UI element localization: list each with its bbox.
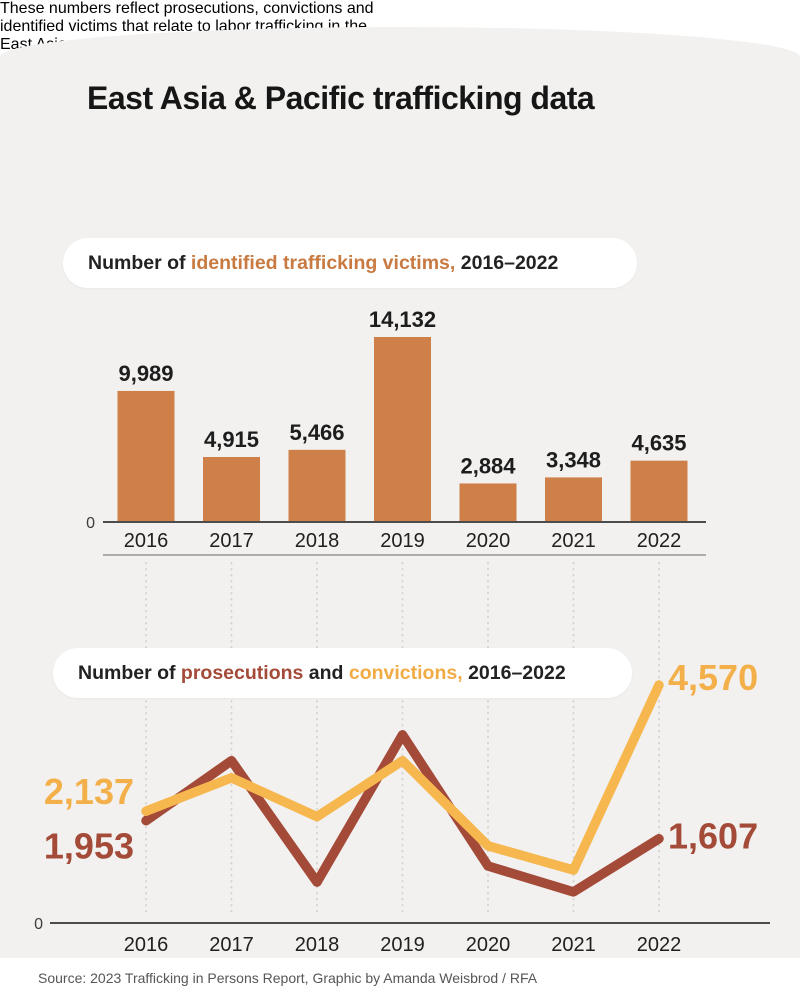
bar-value-label-2020: 2,884 [460,453,516,478]
bar-value-label-2017: 4,915 [204,427,259,452]
line-chart-title-pill: Number of prosecutions and convictions, … [53,648,632,698]
bar-2020 [459,483,517,521]
bar-2021 [545,477,602,521]
footer-band: Source: 2023 Trafficking in Persons Repo… [0,958,800,1000]
bar-2019 [374,337,431,521]
line-title-prefix: Number of [78,661,181,684]
line-x-label-2018: 2018 [295,934,340,956]
line-title-prosecutions: prosecutions [180,661,304,684]
bar-x-label-2021: 2021 [551,530,596,552]
line-x-label-2019: 2019 [380,934,425,956]
line-x-label-2017: 2017 [209,934,254,956]
bar-x-label-2020: 2020 [466,530,511,552]
bar-x-label-2017: 2017 [209,530,254,552]
victims-title-highlight: identified trafficking victims, [190,251,456,274]
victims-title-suffix: 2016–2022 [455,251,559,274]
bar-2016 [117,390,175,521]
source-credit: Source: 2023 Trafficking in Persons Repo… [38,970,538,986]
line-title-suffix: 2016–2022 [462,661,566,684]
bar-value-label-2018: 5,466 [289,420,344,445]
bar-chart-zero-label: 0 [86,515,95,532]
line-title-convictions: convictions, [348,661,463,684]
prosecutions-end-value-label: 1,607 [668,816,758,857]
bar-x-label-2019: 2019 [380,530,425,552]
prosecutions-start-value-label: 1,953 [44,826,134,867]
victims-chart-title-pill: Number of identified trafficking victims… [63,238,637,288]
line-x-label-2016: 2016 [124,934,169,956]
bar-x-label-2018: 2018 [295,530,340,552]
line-x-label-2022: 2022 [637,934,682,956]
bar-2018 [288,449,346,521]
convictions-line [141,680,664,875]
prosecutions-line [141,730,664,897]
page-subtitle-line-1: These numbers reflect prosecutions, conv… [0,0,374,17]
bar-value-label-2019: 14,132 [369,307,436,332]
bar-value-label-2021: 3,348 [546,447,601,472]
bar-x-label-2016: 2016 [124,530,169,552]
line-x-label-2021: 2021 [551,934,596,956]
line-x-label-2020: 2020 [466,934,511,956]
bar-2017 [203,457,260,521]
bar-value-label-2022: 4,635 [631,431,686,456]
bar-2022 [630,460,688,521]
convictions-end-value-label: 4,570 [668,657,758,698]
victims-title-prefix: Number of [88,251,191,274]
line-chart-zero-label: 0 [34,916,43,933]
page-title: East Asia & Pacific trafficking data [87,80,595,116]
line-title-mid: and [303,661,349,684]
bar-value-label-2016: 9,989 [118,361,173,386]
bar-x-label-2022: 2022 [637,530,682,552]
convictions-start-value-label: 2,137 [44,771,134,812]
